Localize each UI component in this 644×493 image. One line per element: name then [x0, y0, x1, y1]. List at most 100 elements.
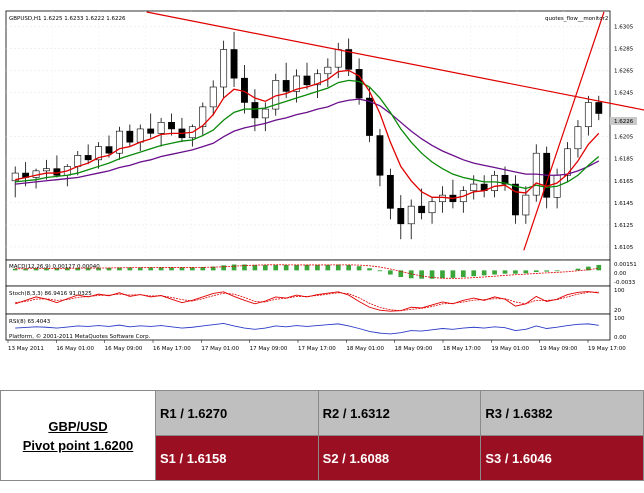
candle-body	[418, 205, 426, 214]
x-tick-label: 19 May 09:00	[540, 346, 578, 352]
x-tick-label: 18 May 09:00	[395, 346, 433, 352]
rsi-line	[15, 323, 599, 335]
candle-body	[168, 122, 175, 130]
x-tick-label: 18 May 01:00	[346, 346, 384, 352]
x-tick-label: 19 May 17:00	[588, 346, 626, 352]
x-tick-label: 17 May 09:00	[250, 346, 288, 352]
x-tick-label: 13 May 2011	[8, 346, 44, 352]
candle-body	[251, 102, 259, 119]
x-tick-label: 19 May 01:00	[491, 346, 529, 352]
pair-name: GBP/USD	[48, 418, 108, 434]
rsi-y-tick: 100	[614, 316, 625, 322]
candle-body	[84, 155, 92, 161]
candle-body	[43, 168, 50, 172]
forex-chart: GBPUSD,H1 1.6225 1.6233 1.6222 1.6226 qu…	[5, 10, 644, 352]
x-tick-label: 17 May 01:00	[201, 346, 239, 352]
macd-signal-line	[15, 264, 599, 279]
s3-cell: S3 / 1.6046	[480, 435, 644, 481]
candle-body	[376, 135, 384, 176]
candle-body	[428, 201, 436, 214]
stoch-main-line	[15, 291, 599, 312]
candle-body	[199, 106, 207, 128]
y-tick-label: 1.6125	[614, 223, 634, 229]
candle-body	[407, 205, 415, 225]
macd-histogram	[12, 264, 602, 279]
x-tick-label: 16 May 01:00	[56, 346, 94, 352]
y-tick-label: 1.6145	[614, 201, 634, 207]
macd-y-tick: 0.00151	[614, 262, 637, 268]
mid-ma-line	[15, 79, 600, 190]
candle-body	[439, 194, 446, 203]
candle-body	[366, 97, 373, 136]
y-tick-label: 1.6285	[614, 46, 634, 52]
candle-body	[324, 66, 332, 75]
current-price-box	[610, 117, 637, 125]
indicator-label: quotes_flow__monitor2	[545, 16, 608, 22]
candle-body	[209, 86, 217, 108]
candle-body	[303, 75, 311, 86]
candle-body	[293, 75, 301, 92]
r2-cell: R2 / 1.6312	[317, 390, 482, 436]
candle-body	[105, 146, 113, 154]
rsi-label: RSI(8) 65.4043	[9, 319, 51, 325]
pivot-table: GBP/USD Pivot point 1.6200 R1 / 1.6270 R…	[0, 390, 644, 481]
s2-cell: S2 / 1.6088	[317, 435, 482, 481]
candle-body	[491, 174, 499, 192]
s1-cell: S1 / 1.6158	[155, 435, 319, 481]
pivot-point: Pivot point 1.6200	[22, 437, 134, 453]
y-tick-label: 1.6185	[614, 157, 634, 163]
candle-body	[220, 49, 228, 88]
r1-cell: R1 / 1.6270	[155, 390, 319, 436]
x-tick-label: 18 May 17:00	[443, 346, 481, 352]
slow-ma-line	[15, 98, 600, 185]
candle-body	[115, 130, 123, 154]
copyright-footer: Platform, © 2001-2011 MetaQuotes Softwar…	[9, 333, 151, 340]
candle-body	[355, 69, 363, 99]
candle-body	[574, 126, 582, 150]
candle-body	[522, 194, 530, 216]
stoch-label: Stoch(8,3,3) 86.9416 91.0325	[9, 291, 92, 297]
candle-body	[74, 155, 82, 167]
candle-body	[261, 108, 269, 119]
trendline	[146, 11, 644, 111]
x-tick-label: 16 May 09:00	[105, 346, 143, 352]
macd-y-tick: -0.0033	[614, 280, 636, 286]
candle-body	[157, 122, 165, 134]
candle-body	[282, 80, 290, 92]
y-tick-label: 1.6105	[614, 245, 634, 251]
pair-cell: GBP/USD Pivot point 1.6200	[0, 390, 156, 481]
trendline	[523, 11, 605, 251]
candle-body	[386, 174, 394, 209]
symbol-header: GBPUSD,H1 1.6225 1.6233 1.6222 1.6226	[9, 16, 126, 22]
candle-body	[147, 128, 155, 134]
stoch-y-tick: 100	[614, 288, 625, 294]
y-tick-label: 1.6245	[614, 91, 634, 97]
candle-body	[136, 128, 144, 143]
candle-body	[345, 49, 353, 70]
y-tick-label: 1.6305	[614, 24, 634, 30]
stoch-y-tick: 20	[614, 308, 621, 314]
current-price-label: 1.6226	[614, 119, 634, 125]
rsi-y-tick: 0.00	[614, 335, 627, 341]
y-tick-label: 1.6165	[614, 179, 634, 185]
candle-body	[501, 174, 509, 185]
candle-body	[397, 208, 405, 225]
x-tick-label: 17 May 17:00	[298, 346, 336, 352]
candle-body	[511, 183, 519, 216]
candle-body	[230, 49, 238, 79]
y-tick-label: 1.6205	[614, 135, 634, 141]
candle-body	[11, 172, 19, 182]
macd-label: MACD(12,26,9) 0.00127 0.00040	[9, 264, 100, 270]
candle-body	[334, 49, 342, 68]
candle-body	[470, 183, 478, 192]
candle-body	[95, 146, 103, 161]
candle-body	[564, 148, 571, 176]
r3-cell: R3 / 1.6382	[480, 390, 644, 436]
candle-body	[126, 130, 134, 143]
y-tick-label: 1.6265	[614, 68, 634, 74]
macd-y-tick: 0.00	[614, 271, 627, 277]
x-tick-label: 16 May 17:00	[153, 346, 191, 352]
fast-ma-line	[15, 69, 600, 200]
candle-body	[584, 102, 592, 128]
candle-body	[313, 73, 321, 86]
